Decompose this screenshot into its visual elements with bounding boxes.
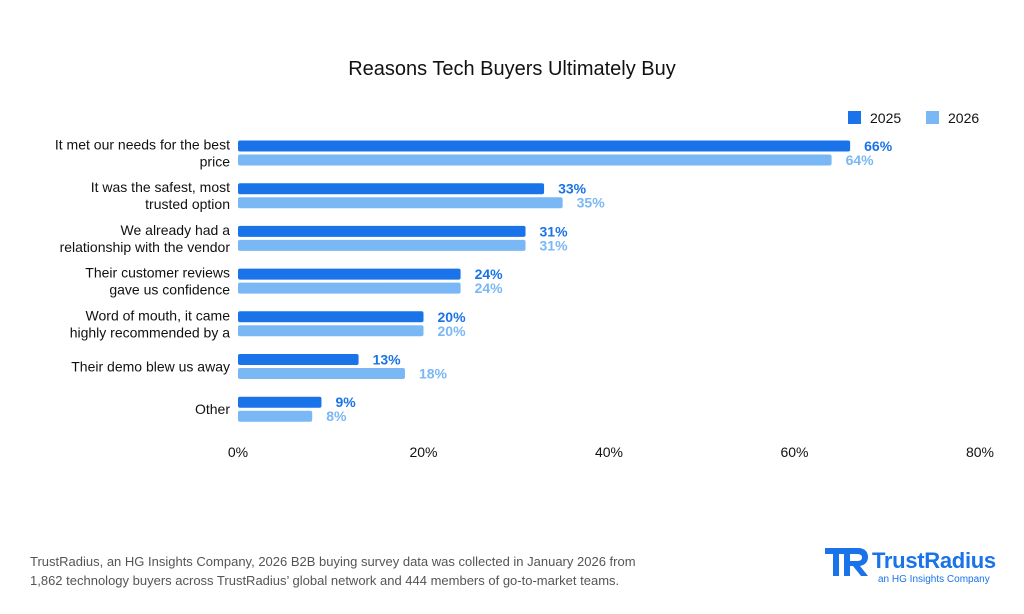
x-tick-label-2: 40% [595, 444, 623, 460]
category-label-1-line-1: trusted option [145, 196, 230, 212]
x-tick-label-1: 20% [409, 444, 437, 460]
bar-2026-5 [238, 368, 405, 379]
category-label-2-line-0: We already had a [121, 222, 231, 238]
trustradius-logo-icon [825, 548, 868, 576]
x-tick-label-3: 60% [780, 444, 808, 460]
bar-2026-2 [238, 239, 526, 251]
category-label-1-line-0: It was the safest, most [91, 179, 230, 195]
chart-title: Reasons Tech Buyers Ultimately Buy [348, 58, 676, 80]
data-label-2026-2: 31% [540, 237, 569, 253]
category-label-0-line-0: It met our needs for the best [55, 137, 230, 153]
data-label-2026-6: 8% [326, 408, 347, 424]
bar-2025-2 [238, 225, 526, 237]
category-label-4-line-1: highly recommended by a [70, 324, 231, 340]
data-label-2025-4: 20% [438, 309, 467, 325]
data-label-2025-2: 31% [540, 223, 569, 239]
bar-2025-0 [238, 140, 851, 152]
data-label-2026-0: 64% [846, 152, 875, 168]
legend-label-2026: 2026 [948, 110, 979, 126]
data-label-2025-3: 24% [475, 266, 504, 282]
bar-2025-1 [238, 183, 545, 195]
legend-label-2025: 2025 [870, 110, 901, 126]
category-label-0-line-1: price [200, 154, 231, 170]
bar-2025-6 [238, 396, 322, 408]
bars-group: 66%64% 33%35% 31%31% 24%24% 20%20% 13% 18% 9%8% [238, 138, 893, 424]
logo-name: TrustRadius [872, 548, 996, 573]
data-label-2025-0: 66% [864, 138, 893, 154]
bar-2026-3 [238, 282, 461, 294]
footnote-line-2: 1,862 technology buyers across TrustRadi… [30, 573, 620, 588]
trustradius-logo: TrustRadius an HG Insights Company [824, 546, 1004, 590]
legend-swatch-2026 [926, 111, 939, 124]
data-label-2026-4: 20% [438, 323, 467, 339]
bar-2026-0 [238, 154, 832, 166]
category-label-6-line-0: Other [195, 401, 230, 417]
data-label-2025-6: 9% [335, 394, 356, 410]
category-label-2-line-1: relationship with the vendor [60, 239, 231, 255]
bar-2026-4 [238, 325, 424, 337]
bar-2025-5 [238, 354, 359, 365]
category-label-5-line-0: Their demo blew us away [71, 359, 230, 375]
data-label-2026-1: 35% [577, 195, 606, 211]
footnote: TrustRadius, an HG Insights Company, 202… [30, 552, 730, 590]
bar-chart: Reasons Tech Buyers Ultimately Buy 2025 2… [55, 58, 994, 460]
category-label-4-line-0: Word of mouth, it came [86, 307, 231, 323]
x-tick-label-0: 0% [228, 444, 248, 460]
bar-2026-1 [238, 197, 563, 209]
x-axis-ticks: 0% 20% 40% 60% 80% [228, 444, 994, 460]
data-label-2026-3: 24% [475, 280, 504, 296]
bar-2026-6 [238, 410, 313, 422]
data-label-2025-1: 33% [558, 181, 587, 197]
footnote-line-1: TrustRadius, an HG Insights Company, 202… [30, 554, 636, 569]
data-label-2025-5: 13% [373, 352, 402, 368]
bar-2025-3 [238, 268, 461, 280]
category-label-3-line-0: Their customer reviews [85, 265, 230, 281]
x-tick-label-4: 80% [966, 444, 994, 460]
logo-tagline: an HG Insights Company [878, 574, 990, 585]
legend: 2025 2026 [848, 110, 979, 126]
data-label-2026-5: 18% [419, 366, 448, 382]
legend-swatch-2025 [848, 111, 861, 124]
category-label-3-line-1: gave us confidence [109, 282, 230, 298]
bar-2025-4 [238, 311, 424, 323]
